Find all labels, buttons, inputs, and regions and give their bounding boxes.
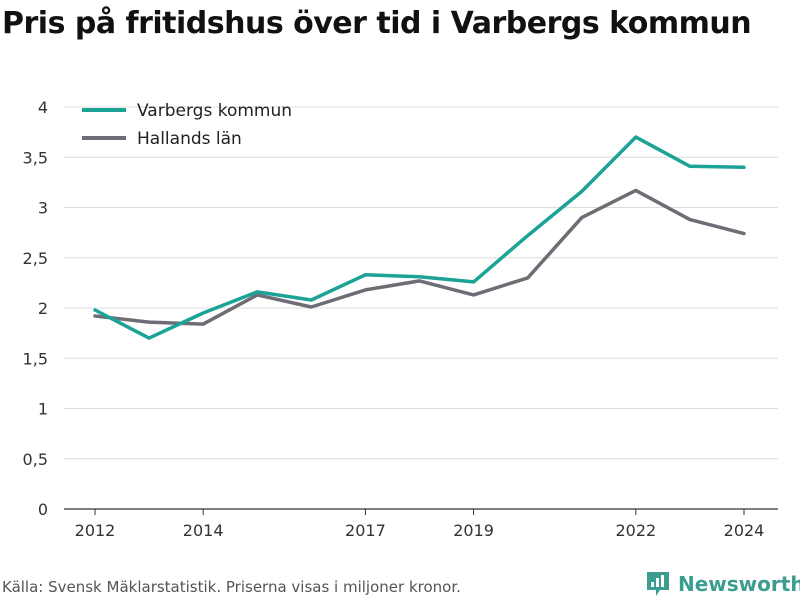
brand-logo[interactable]: Newsworthy [645, 570, 800, 598]
y-tick-label: 0 [38, 500, 48, 519]
grid-lines [64, 106, 778, 510]
x-tick-label: 2024 [724, 521, 765, 540]
y-tick-label: 2 [38, 299, 48, 318]
brand-name: Newsworthy [678, 572, 800, 596]
legend-label: Hallands län [137, 129, 242, 149]
series-line [93, 135, 746, 340]
x-tick-label: 2017 [345, 521, 386, 540]
y-tick-label: 4 [38, 98, 48, 117]
chart-title: Pris på fritidshus över tid i Varbergs k… [2, 6, 752, 41]
legend-label: Varbergs kommun [137, 101, 292, 121]
x-tick-label: 2022 [615, 521, 656, 540]
y-tick-label: 3,5 [23, 148, 48, 167]
newsworthy-logo-icon [647, 572, 669, 596]
y-tick-label: 1 [38, 400, 48, 419]
series-lines [93, 135, 746, 340]
y-tick-label: 0,5 [23, 450, 48, 469]
legend: Varbergs kommun Hallands län [82, 101, 292, 149]
y-tick-label: 1,5 [23, 349, 48, 368]
y-tick-label: 2,5 [23, 249, 48, 268]
x-tick-label: 2012 [75, 521, 116, 540]
x-tick-label: 2019 [453, 521, 494, 540]
x-tick-label: 2014 [183, 521, 224, 540]
y-axis: 0 0,5 1 1,5 2 2,5 3 3,5 4 [23, 98, 48, 519]
y-tick-label: 3 [38, 199, 48, 218]
x-axis: 2012 2014 2017 2019 2022 2024 [75, 509, 765, 540]
source-note: Källa: Svensk Mäklarstatistik. Priserna … [2, 578, 461, 596]
series-line [93, 188, 746, 326]
